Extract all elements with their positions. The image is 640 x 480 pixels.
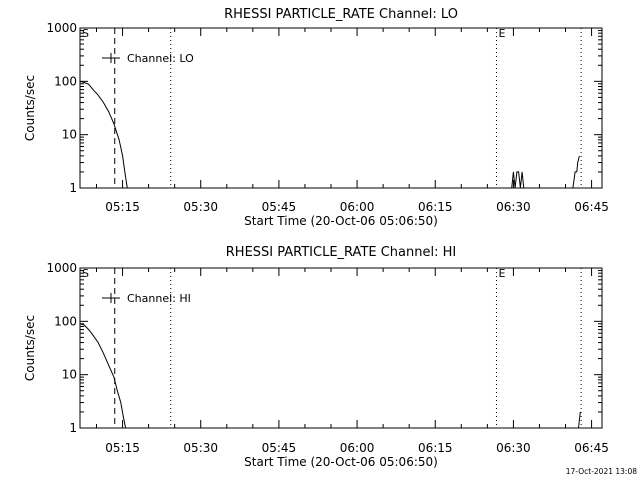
marker-label: E xyxy=(498,267,505,280)
x-tick-label: 06:30 xyxy=(496,441,531,455)
chart-title: RHESSI PARTICLE_RATE Channel: LO xyxy=(224,7,458,22)
x-tick-label: 06:00 xyxy=(340,200,375,214)
chart-title: RHESSI PARTICLE_RATE Channel: HI xyxy=(226,245,456,260)
y-tick-label: 1 xyxy=(69,181,77,195)
marker-label: E xyxy=(498,27,505,40)
x-tick-label: 05:45 xyxy=(262,200,297,214)
x-tick-label: 05:15 xyxy=(105,200,140,214)
x-tick-label: 06:15 xyxy=(418,441,453,455)
y-tick-label: 100 xyxy=(54,314,77,328)
legend-label: Channel: LO xyxy=(127,52,194,65)
marker-label: S xyxy=(82,27,89,40)
legend-label: Channel: HI xyxy=(127,292,191,305)
x-tick-label: 05:45 xyxy=(262,441,297,455)
x-tick-label: 05:30 xyxy=(183,200,218,214)
y-tick-label: 10 xyxy=(62,368,77,382)
x-axis-label: Start Time (20-Oct-06 05:06:50) xyxy=(244,214,438,228)
y-tick-label: 1 xyxy=(69,421,77,435)
data-series-line xyxy=(572,155,580,189)
data-series-line xyxy=(511,171,525,189)
x-tick-label: 06:15 xyxy=(418,200,453,214)
y-tick-label: 100 xyxy=(54,74,77,88)
x-tick-label: 05:30 xyxy=(183,441,218,455)
footer-timestamp: 17-Oct-2021 13:08 xyxy=(566,467,637,476)
chart-panel-lo: RHESSI PARTICLE_RATE Channel: LO Start Ti… xyxy=(23,7,609,228)
chart-panel-hi: RHESSI PARTICLE_RATE Channel: HI Start Ti… xyxy=(23,245,609,469)
data-series-line xyxy=(79,323,127,429)
x-tick-label: 05:15 xyxy=(105,441,140,455)
x-axis-label: Start Time (20-Oct-06 05:06:50) xyxy=(244,455,438,469)
marker-label: S xyxy=(82,267,89,280)
x-tick-label: 06:45 xyxy=(574,200,609,214)
x-tick-label: 06:30 xyxy=(496,200,531,214)
y-tick-label: 10 xyxy=(62,128,77,142)
plot-frame xyxy=(79,267,603,429)
x-tick-label: 06:45 xyxy=(574,441,609,455)
data-series-line xyxy=(578,411,581,429)
x-tick-label: 06:00 xyxy=(340,441,375,455)
y-tick-label: 1000 xyxy=(46,261,77,275)
y-axis-label: Counts/sec xyxy=(23,315,37,381)
y-tick-label: 1000 xyxy=(46,21,77,35)
plot-frame xyxy=(79,27,603,189)
data-series-line xyxy=(79,80,128,189)
y-axis-label: Counts/sec xyxy=(23,75,37,141)
